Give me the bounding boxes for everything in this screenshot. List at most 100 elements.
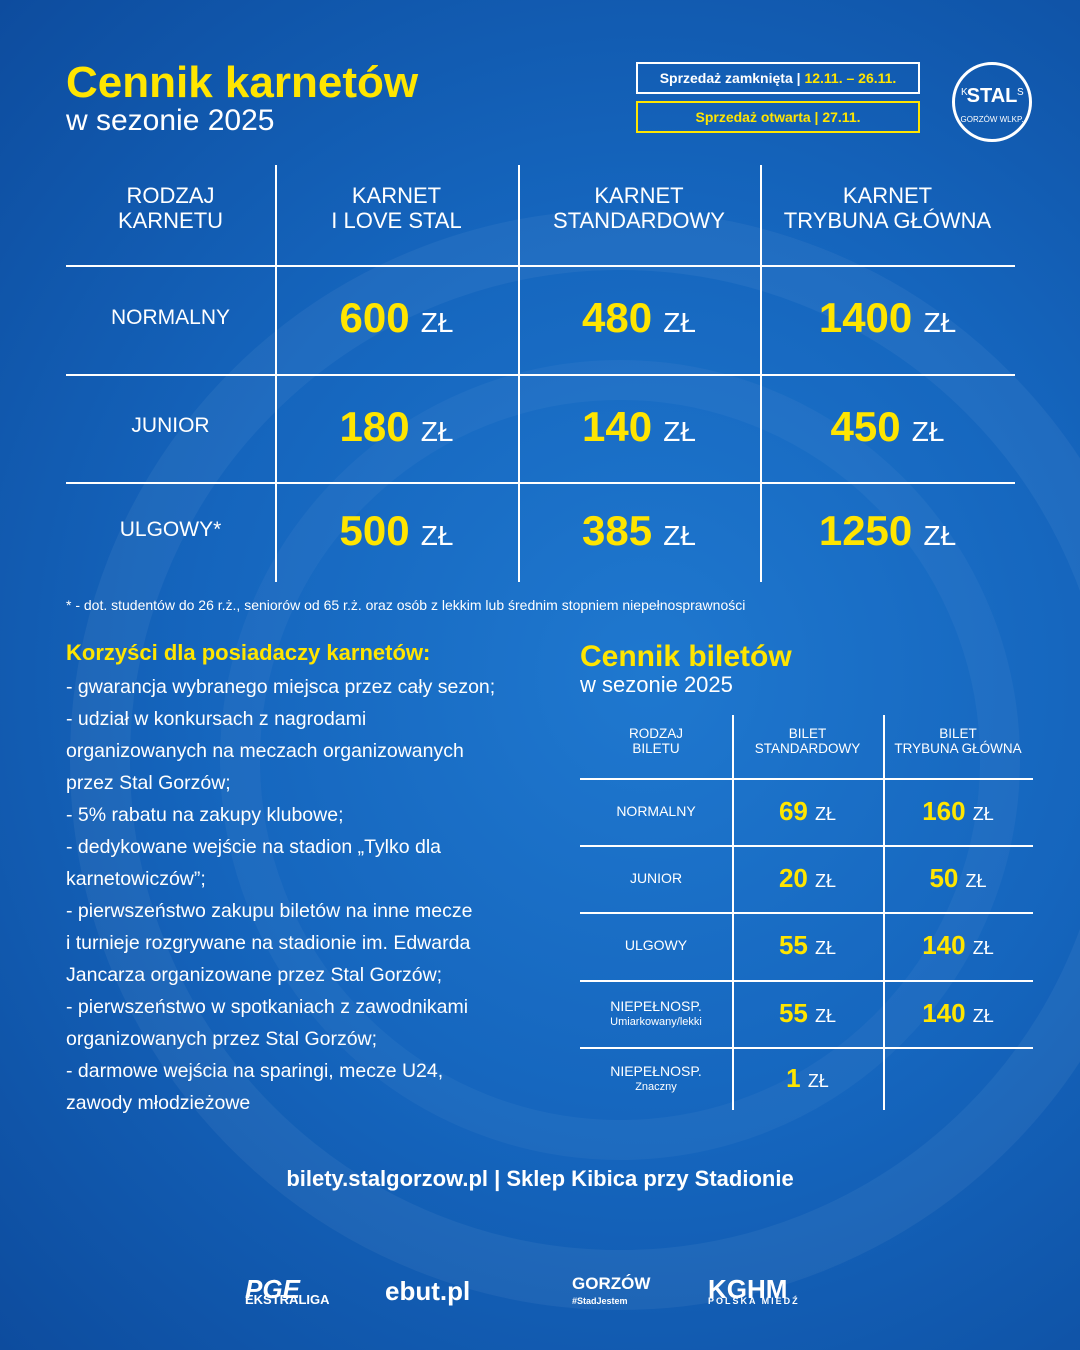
sponsor-name: ebut.pl (385, 1276, 471, 1306)
ticket-title: Cennik biletów (580, 640, 792, 673)
logo-name: STAL (966, 85, 1018, 107)
benefit-line: - pierwszeństwo w spotkaniach z zawodnik… (66, 996, 469, 1018)
column-header: TRYBUNA GŁÓWNA (894, 741, 1022, 756)
column-header: I LOVE STAL (331, 208, 462, 233)
price-amount: 69 (778, 795, 808, 826)
currency: ZŁ (420, 307, 454, 339)
row-label: NORMALNY (616, 802, 696, 819)
row-label: JUNIOR (131, 414, 210, 437)
currency: ZŁ (663, 415, 696, 447)
table-line (66, 482, 1015, 484)
price: 69 ZŁ (658, 796, 958, 827)
logo: STAL K S GORZÓW WLKP. (952, 62, 1032, 142)
currency: ZŁ (815, 1005, 837, 1026)
benefit-line: - udział w konkursach z nagrodami (66, 708, 367, 730)
benefit-line: - pierwszeństwo zakupu biletów na inne m… (66, 900, 473, 922)
logo-letter: K (961, 87, 968, 98)
price-amount: 450 (830, 402, 901, 450)
benefit-line: i turnieje rozgrywane na stadionie im. E… (66, 932, 471, 954)
currency: ZŁ (815, 938, 837, 959)
price: 500 ZŁ (247, 507, 547, 555)
currency: ZŁ (972, 803, 994, 824)
price-amount: 600 (339, 294, 410, 342)
contact: bilety.stalgorzow.pl | Sklep Kibica przy… (286, 1166, 794, 1191)
benefit-line: karnetowiczów”; (66, 868, 206, 890)
table-line (66, 265, 1015, 267)
price-amount: 480 (582, 294, 653, 342)
column-header: KARNET (594, 183, 684, 208)
row-label: NORMALNY (110, 305, 231, 329)
benefit-line: - 5% rabatu na zakupy klubowe; (66, 804, 344, 826)
table-line (580, 778, 1033, 780)
row-sublabel: Znaczny (635, 1080, 677, 1093)
currency: ZŁ (911, 415, 945, 447)
row-label: ULGOWY* (119, 518, 222, 541)
table-line (275, 165, 277, 582)
column-header: BILET (939, 726, 977, 741)
row-label: JUNIOR (629, 869, 683, 886)
benefit-line: - gwarancja wybranego miejsca przez cały… (66, 676, 496, 698)
price-amount: 500 (339, 506, 410, 554)
price: 480 ZŁ (489, 294, 789, 342)
price-amount: 1400 (818, 294, 913, 342)
currency: ZŁ (663, 307, 696, 339)
row-label: ULGOWY (624, 937, 688, 953)
currency: ZŁ (815, 803, 837, 824)
sale-closed: Sprzedaż zamknięta | 12.11. – 26.11. (636, 62, 920, 94)
price-amount: 180 (339, 402, 410, 450)
benefit-line: przez Stal Gorzów; (66, 772, 231, 794)
price: 55 ZŁ (658, 930, 958, 961)
benefit-line: zawody młodzieżowe (66, 1092, 251, 1114)
currency: ZŁ (420, 415, 454, 447)
footnote: * - dot. studentów do 26 r.ż., seniorów … (66, 597, 746, 613)
row-label: NIEPEŁNOSP. (610, 997, 702, 1014)
sponsor-sub: EKSTRALIGA (245, 1292, 330, 1307)
column-header: TRYBUNA GŁÓWNA (783, 208, 992, 233)
benefit-line: - dedykowane wejście na stadion „Tylko d… (66, 836, 442, 858)
price-amount: 1 (786, 1062, 801, 1093)
benefit-line: organizowanych przez Stal Gorzów; (66, 1028, 378, 1050)
logo-city: GORZÓW WLKP. (960, 115, 1024, 124)
subtitle: w sezonie 2025 (66, 104, 275, 137)
column-header: RODZAJ (126, 183, 215, 208)
price: 20 ZŁ (658, 863, 958, 894)
price-amount: 140 (922, 930, 966, 961)
column-header: BILET (788, 726, 827, 741)
table-line (580, 845, 1033, 847)
price: 450 ZŁ (738, 403, 1038, 451)
currency: ZŁ (420, 519, 454, 551)
price-amount: 385 (582, 506, 653, 554)
price-amount: 20 (778, 862, 808, 893)
sale-open: Sprzedaż otwarta | 27.11. (636, 101, 920, 133)
column-header: BILETU (632, 741, 680, 756)
column-header: KARNETU (117, 208, 224, 233)
benefit-line: Jancarza organizowane przez Stal Gorzów; (66, 964, 443, 986)
price-amount: 140 (922, 997, 966, 1028)
currency: ZŁ (965, 870, 987, 891)
currency: ZŁ (815, 870, 837, 891)
table-line (580, 1047, 1033, 1049)
sponsor-name: PGE (245, 1274, 300, 1304)
price: 600 ZŁ (247, 294, 547, 342)
sponsor-sub: #StadJestem (572, 1296, 628, 1306)
price: 140 ZŁ (808, 998, 1080, 1029)
column-header: STANDARDOWY (553, 208, 725, 233)
price-amount: 160 (922, 795, 966, 826)
price: 140 ZŁ (808, 930, 1080, 961)
currency: ZŁ (807, 1070, 829, 1091)
price-amount: 140 (582, 402, 653, 450)
price: 1250 ZŁ (738, 507, 1038, 555)
sponsor-name: GORZÓW (572, 1274, 651, 1293)
currency: ZŁ (663, 519, 696, 551)
row-label: NIEPEŁNOSP. (610, 1062, 702, 1079)
table-line (66, 374, 1015, 376)
price: 385 ZŁ (489, 507, 789, 555)
column-header: STANDARDOWY (754, 741, 861, 756)
sponsor-sub: POLSKA MIEDŹ (708, 1296, 800, 1306)
price: 160 ZŁ (808, 796, 1080, 827)
table-line (580, 912, 1033, 914)
price: 1400 ZŁ (738, 294, 1038, 342)
currency: ZŁ (923, 307, 957, 339)
